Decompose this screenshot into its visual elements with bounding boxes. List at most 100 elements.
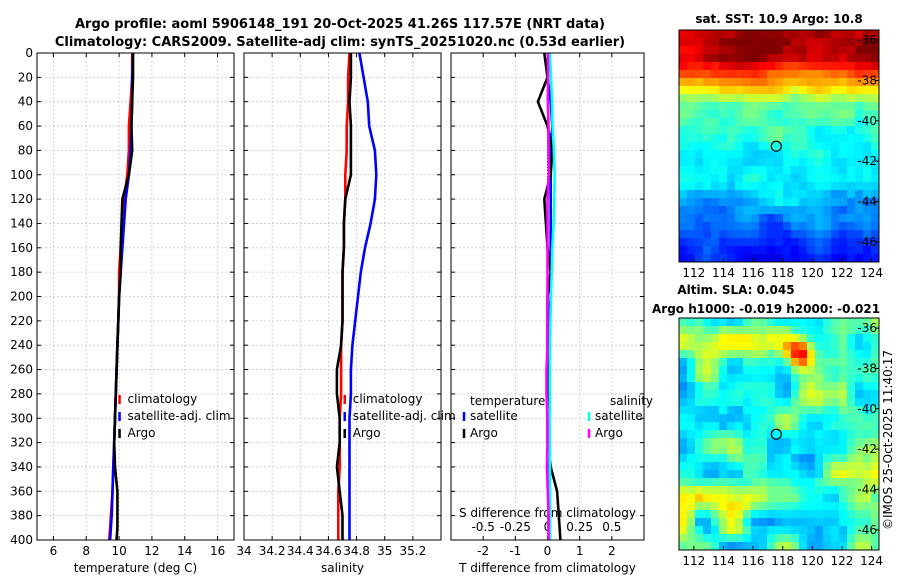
map-cell	[767, 334, 776, 343]
map-cell	[815, 334, 824, 343]
map-cell	[743, 510, 752, 519]
map-cell	[831, 406, 840, 415]
map-cell	[775, 326, 784, 335]
map-cell	[743, 46, 752, 55]
map-cell	[719, 430, 728, 439]
map-cell	[695, 334, 704, 343]
map-cell	[783, 214, 792, 223]
map-cell	[775, 494, 784, 503]
map-cell	[759, 390, 768, 399]
map-cell	[719, 478, 728, 487]
map-cell	[703, 478, 712, 487]
map-cell	[751, 510, 760, 519]
map-cell	[679, 486, 688, 495]
map-cell	[799, 318, 808, 327]
map-cell	[855, 454, 864, 463]
map-cell	[759, 526, 768, 535]
map-cell	[871, 142, 879, 151]
map-cell	[735, 518, 744, 527]
map-cell	[847, 206, 856, 215]
map-cell	[687, 230, 696, 239]
map-cell	[831, 134, 840, 143]
map-cell	[831, 166, 840, 175]
map-cell	[871, 222, 879, 231]
map-cell	[791, 342, 800, 351]
map-cell	[815, 62, 824, 71]
map-cell	[791, 398, 800, 407]
map-cell	[847, 94, 856, 103]
map-cell	[791, 70, 800, 79]
map-cell	[751, 126, 760, 135]
map-cell	[703, 430, 712, 439]
map-cell	[871, 358, 879, 367]
map-cell	[855, 238, 864, 247]
map-cell	[791, 430, 800, 439]
map-cell	[751, 238, 760, 247]
map-cell	[743, 438, 752, 447]
map-cell	[743, 142, 752, 151]
map-cell	[823, 318, 832, 327]
map-cell	[863, 238, 872, 247]
map-cell	[703, 510, 712, 519]
map-cell	[695, 502, 704, 511]
map-cell	[863, 30, 872, 39]
map-cell	[727, 510, 736, 519]
map-y-tick-label: -38	[857, 73, 877, 87]
map-cell	[767, 94, 776, 103]
map-cell	[855, 446, 864, 455]
map-cell	[711, 190, 720, 199]
map-cell	[863, 390, 872, 399]
map-cell	[847, 494, 856, 503]
map-cell	[823, 430, 832, 439]
plot-frame	[36, 52, 235, 541]
map-cell	[711, 126, 720, 135]
map-x-tick-label: 124	[860, 554, 883, 568]
map-cell	[743, 134, 752, 143]
difference-panel: -2 -1 0 1 2T difference from climatology-0.5…	[450, 52, 653, 575]
map-cell	[847, 174, 856, 183]
map-cell	[831, 462, 840, 471]
map-cell	[831, 150, 840, 159]
map-cell	[815, 174, 824, 183]
map-cell	[687, 446, 696, 455]
map-cell	[863, 478, 872, 487]
map-cell	[735, 190, 744, 199]
map-cell	[839, 110, 848, 119]
map-cell	[775, 230, 784, 239]
map-cell	[703, 78, 712, 87]
map-cell	[751, 318, 760, 327]
map-cell	[687, 126, 696, 135]
map-cell	[775, 222, 784, 231]
map-cell	[743, 470, 752, 479]
map-cell	[815, 142, 824, 151]
map-cell	[711, 158, 720, 167]
map-cell	[847, 142, 856, 151]
map-cell	[791, 478, 800, 487]
map-cell	[775, 182, 784, 191]
map-cell	[791, 358, 800, 367]
map-cell	[783, 494, 792, 503]
map-cell	[855, 510, 864, 519]
map-cell	[679, 374, 688, 383]
y-tick-label: 140	[10, 216, 33, 230]
map-cell	[703, 502, 712, 511]
map-cell	[719, 190, 728, 199]
plot-frame	[450, 52, 645, 541]
map-cell	[687, 382, 696, 391]
map-cell	[783, 206, 792, 215]
map-cell	[847, 118, 856, 127]
map-cell	[679, 190, 688, 199]
map-cell	[767, 118, 776, 127]
map-cell	[823, 222, 832, 231]
map-cell	[751, 342, 760, 351]
map-cell	[831, 182, 840, 191]
map-x-tick-label: 112	[682, 266, 705, 280]
map-cell	[799, 510, 808, 519]
map-cell	[783, 30, 792, 39]
map-cell	[775, 78, 784, 87]
map-cell	[751, 30, 760, 39]
y-tick-label: 380	[10, 509, 33, 523]
map-cell	[799, 182, 808, 191]
map-cell	[679, 478, 688, 487]
map-cell	[719, 334, 728, 343]
